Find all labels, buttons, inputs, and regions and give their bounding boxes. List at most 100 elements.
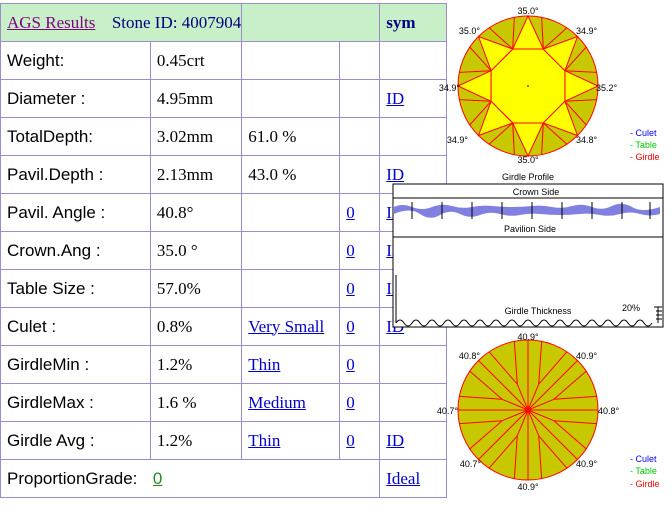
row-value: 0.45crt — [149, 41, 243, 80]
ideal-grade-link[interactable]: Ideal — [386, 468, 421, 488]
girdle-min-desc-link[interactable]: Thin — [248, 354, 281, 374]
culet-legend: - Culet — [630, 454, 657, 464]
star-facet — [477, 35, 514, 72]
row-percent: 43.0 % — [241, 155, 341, 194]
girdle-facet-line — [564, 99, 597, 102]
row-value: 1.2% — [149, 421, 243, 460]
star-facet — [542, 35, 579, 72]
girdle-band — [394, 203, 660, 218]
ags-results-link[interactable]: AGS Results — [7, 12, 96, 32]
pavilion-inner-line — [527, 409, 540, 437]
diameter-id-link[interactable]: ID — [386, 88, 405, 108]
girdle-facet-line — [564, 100, 587, 126]
lower-girdle-line — [538, 435, 568, 469]
row-value: 2.13mm — [149, 155, 243, 194]
proportion-grade-value-link[interactable]: 0 — [152, 468, 163, 488]
girdle-facet-line — [541, 17, 544, 50]
row-label: TotalDepth: — [0, 117, 151, 156]
lower-girdle-line — [538, 435, 543, 479]
row-value: 35.0 ° — [149, 231, 243, 270]
row-value: 1.6 % — [149, 383, 243, 422]
row-label: GirdleMax : — [0, 383, 151, 422]
table-row: Table Size : 57.0% 0 ID — [0, 269, 448, 308]
lower-girdle-line — [513, 435, 518, 479]
crown-angle-bottom-left: 34.9° — [447, 135, 469, 145]
row-value: 1.2% — [149, 345, 243, 384]
table-size-grade-link[interactable]: 0 — [346, 278, 355, 298]
star-facet — [456, 69, 492, 103]
row-value: 57.0% — [149, 269, 243, 308]
table-row: Diameter : 4.95mm ID — [0, 79, 448, 118]
girdle-facet-line — [512, 122, 515, 155]
row-label: Pavil.Depth : — [0, 155, 151, 194]
pavilion-inner-line — [527, 383, 540, 411]
table-row: Girdle Avg : 1.2% Thin 0 ID — [0, 421, 448, 460]
header-title-cell: AGS Results Stone ID: 4007904 — [0, 3, 243, 42]
pavilion-angle-left: 40.7° — [437, 406, 459, 416]
girdle-facet-line — [469, 100, 492, 126]
girdle-facet-line — [459, 70, 492, 73]
crown-view-diagram: 35.0° 34.9° 35.2° 34.8° 35.0° 34.9° 34.9… — [439, 6, 660, 182]
pavilion-angle-right: 40.8° — [598, 406, 620, 416]
pavilion-angle-top-right: 40.9° — [576, 351, 598, 361]
pavil-angle-grade-link[interactable]: 0 — [346, 202, 355, 222]
girdle-max-desc-link[interactable]: Medium — [248, 392, 306, 412]
lower-girdle-line — [459, 395, 503, 400]
lower-girdle-line — [488, 435, 518, 469]
proportion-grade-cell: ProportionGrade: 0 — [0, 459, 381, 498]
girdle-facet-line — [459, 99, 492, 102]
culet-dot — [527, 85, 529, 87]
girdle-max-grade-link[interactable]: 0 — [346, 392, 355, 412]
row-label: GirdleMin : — [0, 345, 151, 384]
girdle-legend: - Girdle — [630, 152, 660, 162]
pavilion-inner-line — [527, 409, 555, 422]
table-row: GirdleMax : 1.6 % Medium 0 — [0, 383, 448, 422]
pavil-depth-id-link[interactable]: ID — [386, 164, 405, 184]
pavilion-inner-line — [516, 409, 529, 437]
main-facet-line — [527, 360, 578, 411]
pavilion-inner-line — [516, 383, 529, 411]
proportion-grade-label: ProportionGrade: — [7, 468, 138, 488]
results-table: AGS Results Stone ID: 4007904 sym Weight… — [0, 3, 448, 498]
crown-side-label: Crown Side — [513, 187, 560, 197]
crown-angle-right: 35.2° — [596, 83, 618, 93]
culet-size-link[interactable]: Very Small — [248, 316, 325, 336]
table-row: GirdleMin : 1.2% Thin 0 — [0, 345, 448, 384]
girdle-thickness-wave — [395, 319, 653, 327]
girdle-avg-desc-link[interactable]: Thin — [248, 430, 281, 450]
girdle-profile-caption: Girdle Profile — [502, 172, 554, 182]
crown-angle-top-left: 35.0° — [459, 26, 481, 36]
table-row: Pavil.Depth : 2.13mm 43.0 % ID — [0, 155, 448, 194]
girdle-avg-id-link[interactable]: ID — [386, 430, 405, 450]
culet-legend: - Culet — [630, 128, 657, 138]
girdle-facet-line — [564, 70, 597, 73]
crown-angle-bottom-right: 34.8° — [576, 135, 598, 145]
sym-header: sym — [379, 3, 448, 42]
main-facet-line — [478, 409, 529, 460]
pavilion-angle-top-left: 40.8° — [459, 351, 481, 361]
star-facet — [564, 69, 600, 103]
star-facet — [542, 100, 579, 137]
girdle-facet-line — [542, 27, 568, 50]
crown-angle-grade-link[interactable]: 0 — [346, 240, 355, 260]
culet-grade-link[interactable]: 0 — [346, 316, 355, 336]
crown-angle-left: 34.9° — [439, 83, 461, 93]
girdle-facet-line — [541, 122, 544, 155]
row-value: 4.95mm — [149, 79, 243, 118]
lower-girdle-line — [553, 420, 597, 425]
star-facet — [511, 122, 545, 158]
pavilion-view-diagram: 40.9° 40.9° 40.8° 40.9° 40.9° 40.7° 40.7… — [437, 332, 660, 492]
header-row: AGS Results Stone ID: 4007904 sym — [0, 3, 448, 42]
stone-id: Stone ID: 4007904 — [111, 12, 242, 32]
table-legend: - Table — [630, 140, 657, 150]
girdle-min-grade-link[interactable]: 0 — [346, 354, 355, 374]
lower-girdle-line — [469, 370, 503, 400]
row-label: Culet : — [0, 307, 151, 346]
table-legend: - Table — [630, 466, 657, 476]
girdle-facet-line — [542, 122, 568, 145]
girdle-avg-grade-link[interactable]: 0 — [346, 430, 355, 450]
row-value: 0.8% — [149, 307, 243, 346]
footer-row: ProportionGrade: 0 Ideal — [0, 459, 448, 498]
row-label: Table Size : — [0, 269, 151, 308]
girdle-legend: - Girdle — [630, 479, 660, 489]
